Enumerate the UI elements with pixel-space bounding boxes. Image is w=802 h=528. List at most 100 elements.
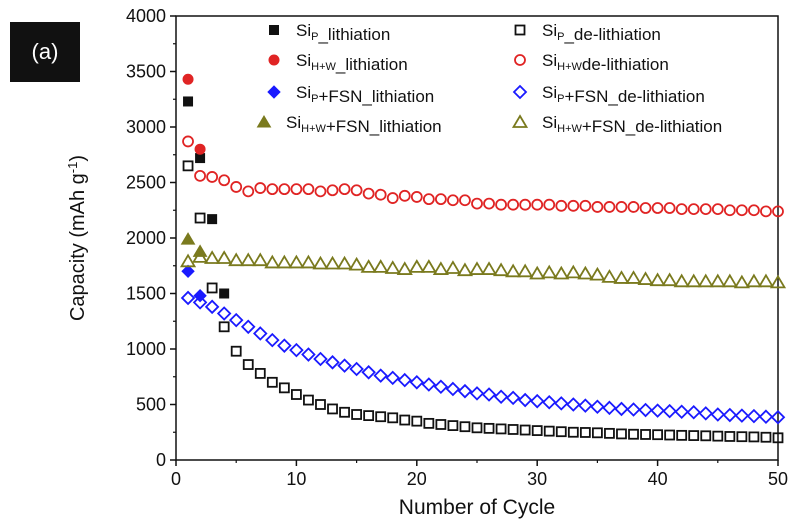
data-point [421,377,437,392]
data-point [577,265,594,280]
y-axis-title-sup: -1 [65,162,80,174]
data-point [240,319,256,335]
data-point [735,204,748,217]
data-point [459,421,471,433]
data-point [447,194,459,207]
data-point [397,372,413,388]
data-point [553,265,570,280]
data-point [758,409,774,424]
data-point [182,160,194,172]
data-point [192,249,209,263]
data-point [710,407,726,422]
data-point [444,260,461,274]
data-point [315,399,326,410]
data-point [432,261,449,275]
data-point [748,431,760,443]
data-point [469,386,485,401]
data-point [253,326,268,341]
data-point [218,321,230,333]
data-point [230,181,243,193]
data-point [628,428,639,440]
legend-entry: SiP_de-lithiation [514,21,661,44]
legend-label: SiP+FSN_lithiation [296,83,434,106]
x-tick-label: 50 [768,469,788,489]
data-point [603,201,616,213]
data-point [565,264,582,279]
data-point [459,194,471,207]
data-point [579,427,591,438]
data-point [362,187,375,200]
data-point [276,254,293,269]
data-point [567,199,580,212]
data-point [567,426,579,438]
y-tick-label: 1000 [126,339,166,359]
y-tick-label: 0 [156,450,166,470]
data-point [685,273,702,288]
data-point [519,424,531,436]
data-point [252,252,269,267]
legend-label: SiH+W_lithiation [296,51,408,74]
data-point [531,425,543,436]
data-point [772,205,784,218]
data-point [591,201,604,213]
data-point [748,204,760,217]
data-point [505,263,522,278]
data-point [529,265,546,280]
data-point [207,214,218,225]
data-point [736,431,748,443]
y-tick-label: 4000 [126,6,166,26]
data-point [325,355,340,370]
legend: SiP_lithiation SiH+W_lithiation SiP+FSN_li… [256,21,722,136]
data-point [505,390,521,406]
data-point [733,274,750,289]
data-point [182,135,194,148]
data-point [216,306,232,321]
series-SiH+W+FSN_de-lithiation [179,249,787,289]
data-point [687,203,700,216]
data-point [456,262,474,277]
legend-label: SiH+W+FSN_lithiation [286,113,442,136]
data-point [675,203,688,216]
data-point [422,193,435,206]
panel-label: (a) [10,22,80,82]
legend-label: SiH+Wde-lithiation [542,51,669,74]
data-point [216,250,233,264]
data-point [324,255,341,270]
legend-label: SiP_de-lithiation [542,21,661,44]
data-point [772,432,784,444]
data-point [483,197,495,210]
data-point [194,169,206,182]
data-point [664,429,676,441]
y-axis-title: Capacity (mAh g-1) [65,155,90,321]
data-point [652,429,663,441]
data-point [697,273,714,288]
data-point [711,203,724,216]
data-point [399,414,411,426]
data-point [351,409,363,420]
x-axis-title: Number of Cycle [399,496,555,519]
legend-label: SiP_lithiation [296,21,390,44]
data-point [590,399,605,414]
data-point [745,273,762,288]
data-point [674,404,689,419]
y-tick-label: 3000 [126,117,166,137]
data-point [278,183,291,196]
data-point [435,419,447,430]
data-point [770,409,786,425]
series-SiP+FSN_lithiation [181,264,207,303]
data-point [398,189,411,202]
data-point [179,253,197,268]
data-point [240,252,257,267]
data-point [349,361,364,377]
y-tick-label: 2000 [126,228,166,248]
data-point [277,338,292,353]
data-point [698,406,714,421]
data-point [339,406,350,418]
data-point [529,393,545,409]
data-point [517,263,534,278]
x-tick-label: 0 [171,469,181,489]
data-point [181,264,195,279]
legend-marker [514,24,526,36]
data-point [192,295,208,310]
